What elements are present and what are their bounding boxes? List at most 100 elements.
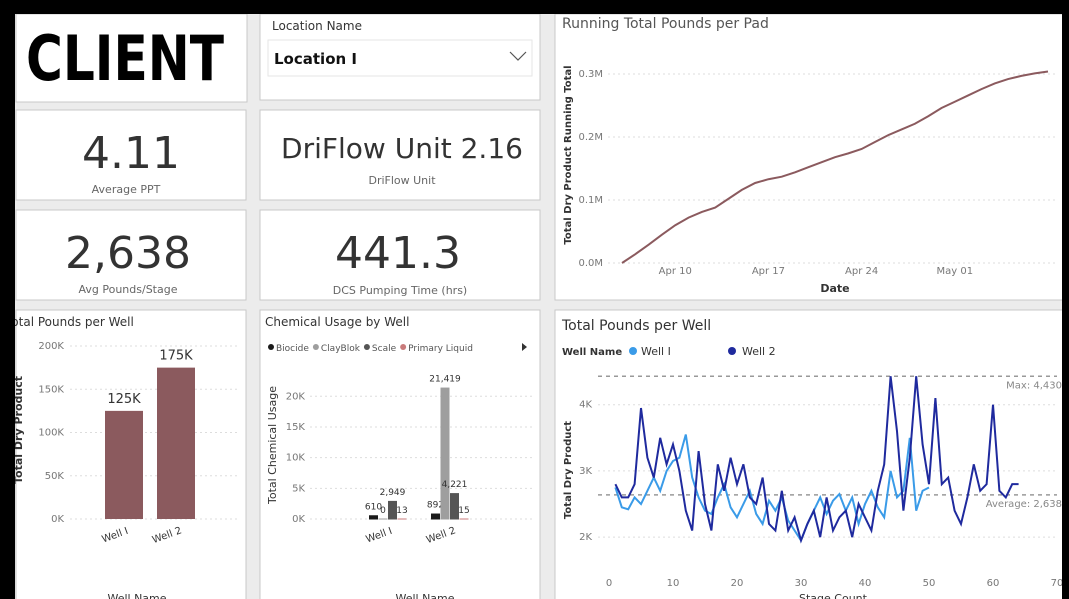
y-tick-label: 4K (579, 400, 592, 411)
frame-edge (1062, 0, 1069, 599)
legend-scroll[interactable] (522, 343, 527, 351)
x-tick-label: 70 (1051, 578, 1064, 589)
y-axis-label: Total Chemical Usage (266, 386, 279, 505)
kpi-value: 2,638 (65, 228, 191, 279)
data-label: 2,949 (380, 488, 406, 498)
x-axis-label: Well Name (107, 592, 166, 599)
kpi-label: DCS Pumping Time (hrs) (333, 284, 467, 297)
x-axis-label: Date (820, 282, 849, 295)
data-label: 610 (365, 502, 382, 512)
kpi-card (259, 109, 541, 201)
chevron[interactable] (509, 51, 527, 61)
kpi-label: Average PPT (92, 183, 161, 196)
y-tick-label: 150K (38, 384, 64, 395)
kpi-card (15, 209, 247, 301)
frame-edge (0, 0, 1069, 14)
kpi-value: DriFlow Unit 2.16 (281, 132, 523, 165)
dropdown[interactable] (267, 39, 533, 77)
x-tick-label: 30 (795, 578, 808, 589)
data-label: 175K (159, 349, 193, 364)
y-tick-label: 0K (292, 514, 305, 525)
bar (105, 410, 143, 519)
line (621, 70, 1049, 264)
chart-card (554, 13, 1066, 301)
y-tick-label: 0.2M (578, 132, 603, 143)
frame-edge (0, 0, 15, 599)
x-tick-label: 10 (667, 578, 680, 589)
x-tick-label: 20 (731, 578, 744, 589)
data-label: 13 (396, 506, 407, 516)
legend-marker (312, 344, 319, 350)
data-label: 125K (107, 392, 141, 407)
y-axis-label: Total Dry Product (12, 376, 25, 484)
y-tick-label: 10K (286, 453, 306, 464)
slicer-label: Location Name (272, 19, 362, 33)
legend-label: ClayBlok (321, 344, 361, 354)
data-label: 4,221 (442, 480, 468, 490)
data-label: 15 (458, 506, 469, 516)
line (614, 434, 930, 543)
legend-label: Biocide (276, 344, 309, 354)
legend-marker (268, 344, 274, 350)
x-tick-label: Apr 24 (845, 266, 878, 277)
x-axis-label: Stage Count (799, 592, 868, 599)
legend-marker (400, 344, 407, 350)
kpi-label: DriFlow Unit (368, 174, 436, 187)
chart-card (259, 309, 541, 599)
y-tick-label: 200K (38, 341, 64, 352)
y-tick-label: 0.0M (578, 258, 603, 269)
kpi-card (259, 209, 541, 301)
legend-title: Well Name (562, 347, 622, 358)
chart-title: Running Total Pounds per Pad (562, 16, 769, 32)
bar (369, 515, 378, 520)
logo-card (15, 13, 248, 103)
bar (450, 493, 459, 520)
y-axis-label: Total Dry Product (563, 421, 574, 519)
kpi-value: 441.3 (335, 228, 461, 279)
dropdown-value[interactable]: Location I (274, 50, 357, 68)
legend-marker (363, 344, 370, 350)
legend-label: Well I (641, 345, 671, 358)
legend-label: Primary Liquid (408, 344, 473, 354)
data-label: 0 (380, 506, 386, 516)
chart-title: Total Pounds per Well (561, 318, 711, 334)
data-label: 892 (427, 501, 444, 511)
legend-marker (728, 347, 736, 355)
x-tick-label: 40 (859, 578, 872, 589)
bar (378, 518, 388, 520)
x-tick-label: 0 (606, 578, 612, 589)
y-axis-label: Total Dry Product Running Total (563, 65, 574, 244)
x-tick-label: 50 (923, 578, 936, 589)
chart-title: Chemical Usage by Well (265, 315, 409, 329)
reference-label: Average: 2,638 (986, 499, 1062, 510)
x-tick-label: Apr 17 (752, 266, 785, 277)
bar (388, 500, 397, 520)
y-tick-label: 0K (51, 514, 64, 525)
bar (157, 367, 195, 519)
bar (431, 513, 440, 520)
x-tick-label: Apr 10 (659, 266, 692, 277)
y-tick-label: 3K (579, 466, 592, 477)
legend-label: Scale (372, 344, 397, 354)
data-label: 21,419 (429, 375, 461, 385)
legend-marker (629, 347, 637, 355)
y-tick-label: 5K (292, 483, 305, 494)
y-tick-label: 15K (286, 422, 306, 433)
kpi-card (15, 109, 247, 201)
logo: CLIENT (26, 22, 224, 95)
bar (459, 518, 469, 520)
y-tick-label: 50K (45, 471, 65, 482)
y-tick-label: 100K (38, 428, 64, 439)
x-axis-label: Well Name (395, 592, 454, 599)
x-tick-label: May 01 (937, 266, 974, 277)
kpi-value: 4.11 (82, 128, 180, 179)
chart-title: Total Pounds per Well (5, 315, 134, 329)
kpi-label: Avg Pounds/Stage (79, 283, 178, 296)
bar (440, 387, 450, 520)
bar (397, 518, 407, 520)
y-tick-label: 2K (579, 532, 592, 543)
reference-label: Max: 4,430 (1006, 380, 1062, 391)
legend-label: Well 2 (742, 345, 776, 358)
